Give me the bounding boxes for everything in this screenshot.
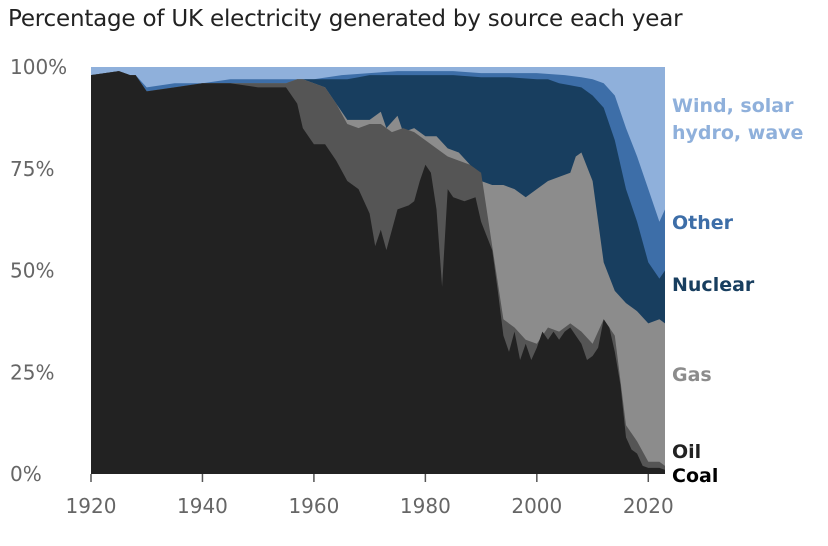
- legend-label-oil: Oil: [672, 441, 701, 463]
- chart-title: Percentage of UK electricity generated b…: [8, 6, 683, 32]
- y-tick-label: 50%: [10, 259, 54, 283]
- y-axis: 0% 25% 50% 75% 100%: [10, 55, 67, 486]
- legend-label-nuclear: Nuclear: [672, 274, 755, 296]
- x-tick-label: 2020: [623, 494, 674, 518]
- area-layers: [91, 67, 665, 474]
- legend-label-coal: Coal: [672, 465, 718, 487]
- legend: Wind, solar hydro, wave Other Nuclear Gas Oil…: [672, 95, 803, 487]
- y-tick-label: 75%: [10, 157, 54, 181]
- x-axis: 1920 1940 1960 1980 2000 2020: [66, 474, 674, 518]
- legend-label-other: Other: [672, 212, 734, 234]
- x-tick-label: 1980: [400, 494, 451, 518]
- area-coal: [91, 71, 665, 474]
- y-tick-label: 0%: [10, 462, 42, 486]
- legend-label-wind-solar-hydro-wave: hydro, wave: [672, 122, 803, 144]
- y-tick-label: 100%: [10, 55, 67, 79]
- x-tick-label: 1920: [66, 494, 117, 518]
- legend-label-wind-solar-hydro-wave: Wind, solar: [672, 95, 794, 117]
- y-tick-label: 25%: [10, 360, 54, 384]
- x-tick-label: 2000: [511, 494, 562, 518]
- legend-label-gas: Gas: [672, 364, 712, 386]
- x-tick-label: 1960: [288, 494, 339, 518]
- x-tick-label: 1940: [177, 494, 228, 518]
